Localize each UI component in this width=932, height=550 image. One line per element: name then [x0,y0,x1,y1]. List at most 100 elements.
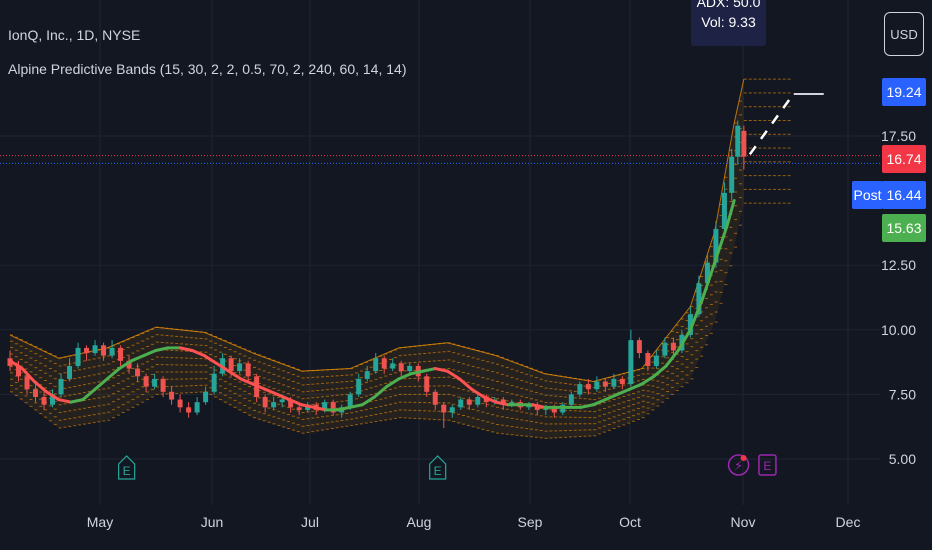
candle-body [279,399,285,403]
y-tick-label: 5.00 [889,451,916,467]
dividend-label: E [763,459,771,473]
candle-body [628,340,634,385]
candle-body [135,368,141,377]
upper-band-price-tag: 19.24 [882,78,926,106]
ma-segment [676,328,692,352]
ma-segment [433,367,449,373]
candle-body [662,342,668,356]
candle-body [687,314,693,335]
candle-body [152,378,158,387]
candle-body [160,378,166,392]
x-tick-label: Jun [201,514,224,530]
ma-segment [215,361,231,373]
ma-segment [652,364,668,378]
post-market-price-tag: 16.44 [882,181,926,209]
ma-segment [32,379,48,394]
candle-body [92,345,98,354]
x-tick-label: Dec [836,514,861,530]
candle-body [186,407,192,413]
candle-body [713,229,719,263]
event-markers[interactable]: E E ⚡ E [118,454,777,480]
candle-body [577,384,583,395]
ma-segment [312,405,328,412]
earnings-marker: E [429,455,447,480]
ma-segment [445,369,462,381]
candle-body [194,402,200,413]
candle-body [670,342,676,351]
candle-body [67,365,73,379]
symbol-title[interactable]: IonQ, Inc., 1D, NYSE [8,27,141,43]
candle-body [381,358,387,369]
x-tick-label: Sep [518,514,543,530]
ma-segment [227,369,243,381]
lower-band-price-tag: 15.63 [882,214,926,242]
ma-segment [117,359,133,371]
ma-segment [142,348,158,358]
candle-body [169,391,175,400]
candle-body [41,396,47,405]
ma-segment [458,377,474,391]
ma-segment [713,224,729,265]
ma-segment [300,403,316,409]
ma-segment [494,400,510,407]
candle-body [441,404,447,413]
earnings-shape [118,455,136,480]
candle-body [653,355,659,366]
ma-segment [336,405,352,412]
dividend-marker: E [758,454,777,476]
ma-segment [263,387,279,396]
candle-body [636,340,642,354]
candle-body [458,399,464,408]
ma-segment [8,359,24,371]
candle-body [619,378,625,385]
candle-body [84,347,90,354]
ma-segment [628,382,644,391]
candle-body [568,394,574,405]
time-axis[interactable]: May Jun Jul Aug Sep Oct Nov Dec [87,514,861,530]
price-axis[interactable]: 5.00 7.50 10.00 12.50 17.50 [881,128,916,467]
candle-body [373,358,379,372]
candle-body [322,402,328,410]
band-upper-line [9,79,745,382]
ma-segment [20,367,36,383]
candle-body [704,262,710,284]
x-tick-label: Oct [619,514,641,530]
candle-body [296,407,302,410]
candle-body [594,381,600,390]
y-tick-label: 10.00 [881,322,916,338]
ma-segment [81,387,97,402]
band-fill [10,79,744,439]
candle-body [407,365,413,372]
currency-button[interactable]: USD [884,12,924,56]
ma-segment [385,377,401,389]
x-tick-label: Nov [731,514,756,530]
ma-segment [190,348,206,358]
indicator-title[interactable]: Alpine Predictive Bands (15, 30, 2, 2, 0… [8,61,407,77]
candle-body [500,399,506,405]
candle-body [211,373,217,392]
ma-segment [130,354,146,363]
split-circle [727,454,750,476]
earnings-marker: E [118,455,136,480]
candle-body [101,345,107,356]
candle-body [721,192,727,230]
ma-segment [348,403,364,409]
x-tick-label: Jul [301,514,319,530]
candle-body [58,378,64,395]
moving-average-line [8,199,736,412]
ma-segment [105,367,121,381]
ma-segment [725,199,736,228]
ma-segment [603,392,619,402]
candle-body [449,407,455,413]
candle-body [611,378,617,387]
candle-body [50,394,56,405]
ma-segment [275,392,291,402]
y-tick-label: 7.50 [889,386,916,402]
ma-segment [251,382,267,391]
x-tick-label: May [87,514,113,530]
ma-segment [530,403,547,409]
ma-segment [688,297,705,332]
candle-body [330,402,336,413]
ma-segment [397,372,413,381]
